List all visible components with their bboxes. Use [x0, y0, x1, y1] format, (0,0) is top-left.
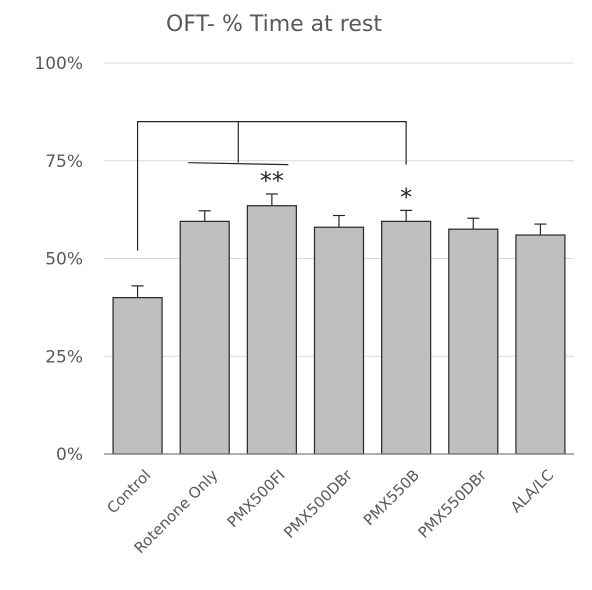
x-tick-label: PMX550B [360, 466, 423, 529]
x-tick-label: ALA/LC [507, 466, 557, 516]
y-tick-label: 100% [34, 54, 83, 74]
y-tick-label: 50% [45, 250, 83, 270]
x-tick-label: PMX500FI [224, 466, 289, 531]
significance-label: ** [260, 167, 284, 195]
bar [246, 205, 297, 455]
x-tick-label: PMX550DBr [415, 466, 491, 542]
bar [179, 220, 230, 455]
bar [381, 220, 432, 455]
x-tick-label: PMX500DBr [280, 466, 356, 542]
bar [112, 297, 163, 455]
y-tick-label: 75% [45, 152, 83, 172]
significance-label: * [400, 183, 412, 211]
y-tick-label: 0% [56, 445, 83, 465]
bar [515, 234, 566, 455]
bar [448, 228, 499, 455]
x-tick-label: Control [103, 466, 154, 517]
significance-bracket [136, 121, 407, 251]
y-tick-label: 25% [45, 347, 83, 367]
bracket-line [136, 121, 407, 251]
chart-title: OFT- % Time at rest [166, 12, 382, 37]
significance-annotations: *** [260, 167, 412, 211]
error-bars [131, 193, 547, 298]
bar [313, 226, 365, 455]
bars [112, 205, 566, 455]
bracket-line [188, 162, 289, 166]
y-axis-tick-labels: 0% 25% 50% 75% 100% [34, 54, 83, 465]
